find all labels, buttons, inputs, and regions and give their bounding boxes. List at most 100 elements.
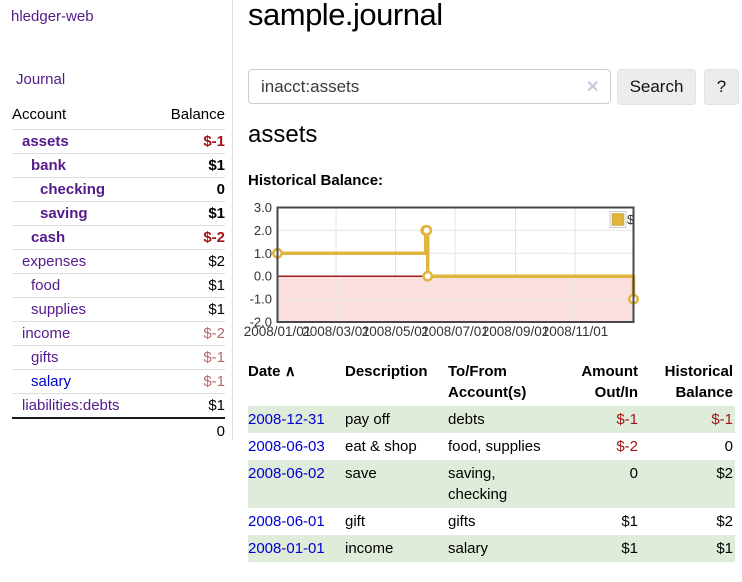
- balance-column-header[interactable]: Balance: [153, 102, 225, 130]
- transaction-description: income: [345, 535, 448, 562]
- transaction-date-link[interactable]: 2008-06-01: [248, 513, 325, 530]
- account-link[interactable]: cash: [31, 229, 66, 246]
- svg-text:3.0: 3.0: [254, 200, 272, 215]
- account-row: saving $1: [12, 201, 225, 226]
- transaction-date-link[interactable]: 2008-06-03: [248, 438, 325, 455]
- register-row: 2008-06-02 save saving, checking 0 $2: [248, 460, 735, 508]
- register-row: 2008-06-01 gift gifts $1 $2: [248, 508, 735, 535]
- account-row: assets $-1: [12, 129, 225, 154]
- account-heading: assets: [248, 121, 318, 148]
- balance-column-header-register: Historical Balance: [664, 363, 733, 401]
- svg-text:2.0: 2.0: [254, 223, 272, 238]
- transaction-date-link[interactable]: 2008-01-01: [248, 540, 325, 557]
- register-row: 2008-12-31 pay off debts $-1 $-1: [248, 406, 735, 433]
- account-balance: $-1: [153, 369, 225, 394]
- account-row: expenses $2: [12, 249, 225, 274]
- svg-text:2008/09/01: 2008/09/01: [482, 324, 550, 339]
- account-link[interactable]: liabilities:debts: [22, 397, 120, 414]
- help-button[interactable]: ?: [704, 69, 739, 105]
- account-link[interactable]: income: [22, 325, 71, 342]
- account-column-header[interactable]: Account: [12, 102, 154, 130]
- account-row: food $1: [12, 273, 225, 298]
- account-row: supplies $1: [12, 297, 225, 322]
- transaction-balance: $2: [716, 513, 733, 530]
- account-row: income $-2: [12, 321, 225, 346]
- svg-text:$: $: [627, 212, 635, 227]
- transaction-description: eat & shop: [345, 438, 417, 455]
- transaction-balance: $1: [640, 535, 735, 562]
- register-table: Date ∧ Description To/From Account(s) Am…: [248, 358, 735, 562]
- account-row: liabilities:debts $1: [12, 393, 225, 419]
- sort-ascending-icon: ∧: [284, 363, 296, 380]
- transaction-description: pay off: [345, 406, 448, 433]
- account-link[interactable]: saving: [40, 205, 88, 222]
- svg-text:2008/07/01: 2008/07/01: [421, 324, 489, 339]
- account-balance: $1: [153, 297, 225, 322]
- account-row: bank $1: [12, 153, 225, 178]
- account-balance: $2: [153, 249, 225, 274]
- search-form: ✕ Search ?: [248, 69, 739, 105]
- description-column-header: Description: [345, 363, 428, 380]
- account-balance: 0: [153, 177, 225, 202]
- svg-text:-1.0: -1.0: [250, 292, 272, 307]
- chart-title: Historical Balance:: [248, 172, 384, 189]
- transaction-date-link[interactable]: 2008-06-02: [248, 465, 325, 482]
- transaction-amount: $-2: [616, 438, 638, 455]
- account-link[interactable]: supplies: [31, 301, 87, 318]
- account-row: salary $-1: [12, 369, 225, 394]
- register-row: 2008-06-03 eat & shop food, supplies $-2 0: [248, 433, 735, 460]
- transaction-accounts: gifts: [448, 513, 476, 530]
- register-row: 2008-01-01 income salary $1 $1: [248, 535, 735, 562]
- account-balance: $-2: [153, 321, 225, 346]
- transaction-amount: 0: [563, 460, 640, 508]
- account-link[interactable]: checking: [40, 181, 106, 198]
- date-column-header[interactable]: Date ∧: [248, 363, 296, 380]
- register-table-body: 2008-12-31 pay off debts $-1 $-1 2008-06-03 ea…: [248, 406, 735, 562]
- svg-text:2008/05/01: 2008/05/01: [362, 324, 430, 339]
- transaction-date-link[interactable]: 2008-12-31: [248, 411, 325, 428]
- transaction-accounts: salary: [448, 535, 563, 562]
- historical-balance-chart: $3.0 2.0 1.0 0.0 -1.0 -2.0 2008/01/01 2008/03/0…: [240, 200, 652, 342]
- transaction-balance: $-1: [640, 406, 735, 433]
- account-link[interactable]: salary: [31, 373, 72, 390]
- account-balance: $-2: [153, 225, 225, 250]
- transaction-balance: $2: [640, 460, 735, 508]
- account-row: checking 0: [12, 177, 225, 202]
- account-link[interactable]: assets: [22, 133, 69, 150]
- transaction-amount: $1: [563, 535, 640, 562]
- transaction-amount: $-1: [563, 406, 640, 433]
- account-balance: $-1: [153, 129, 225, 154]
- transaction-accounts: saving, checking: [448, 460, 563, 508]
- register-header-row: Date ∧ Description To/From Account(s) Am…: [248, 358, 735, 406]
- account-link[interactable]: food: [31, 277, 61, 294]
- main-content: sample.journal ✕ Search ? assets Histori…: [244, 0, 742, 582]
- search-button[interactable]: Search: [617, 69, 696, 105]
- account-link[interactable]: bank: [31, 157, 67, 174]
- svg-text:1.0: 1.0: [254, 246, 272, 261]
- svg-text:2008/11/01: 2008/11/01: [542, 324, 609, 339]
- account-balance: $1: [153, 273, 225, 298]
- sidebar-total-balance: 0: [153, 417, 225, 444]
- transaction-description: save: [345, 460, 448, 508]
- account-link[interactable]: gifts: [31, 349, 59, 366]
- account-row: gifts $-1: [12, 345, 225, 370]
- transaction-description: gift: [345, 513, 366, 530]
- transaction-balance: 0: [724, 438, 733, 455]
- amount-column-header: Amount Out/In: [581, 363, 638, 401]
- transaction-accounts: food, supplies: [448, 438, 541, 455]
- account-row: cash $-2: [12, 225, 225, 250]
- app-brand-link[interactable]: hledger-web: [11, 8, 94, 25]
- transaction-amount: $1: [621, 513, 638, 530]
- sidebar-total-row: 0: [12, 417, 225, 444]
- clear-search-icon[interactable]: ✕: [586, 79, 600, 96]
- account-balance: $1: [153, 201, 225, 226]
- svg-text:2008/03/01: 2008/03/01: [302, 324, 370, 339]
- account-balance: $1: [153, 153, 225, 178]
- account-balance: $1: [153, 393, 225, 419]
- sidebar-item-journal[interactable]: Journal: [16, 71, 66, 88]
- search-input[interactable]: [248, 69, 611, 104]
- account-balance-table: Account Balance assets $-1 bank $1 checking 0…: [12, 102, 225, 444]
- account-balance: $-1: [153, 345, 225, 370]
- account-link[interactable]: expenses: [22, 253, 87, 270]
- svg-text:0.0: 0.0: [254, 269, 272, 284]
